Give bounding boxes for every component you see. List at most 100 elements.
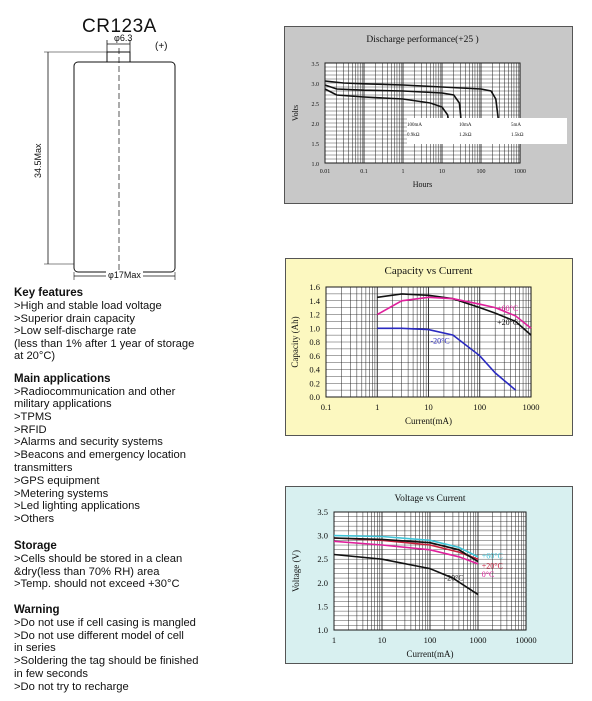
x-tick-label: 10: [439, 169, 445, 175]
chart-title: Capacity vs Current: [385, 265, 473, 277]
y-tick-label: 3.5: [317, 507, 328, 517]
storage-line: >Temp. should not exceed +30°C: [14, 578, 180, 590]
storage-line: &dry(less than 70% RH) area: [14, 566, 160, 578]
battery-model-title: CR123A: [82, 16, 157, 37]
y-tick-label: 3.5: [312, 62, 320, 68]
series-label: +60°C: [482, 551, 503, 560]
application-line: military applications: [14, 398, 112, 410]
application-line: transmitters: [14, 462, 73, 474]
discharge-chart: Discharge performance(+25 ) 0.01 0.1 1 10 100…: [291, 34, 567, 189]
y-axis-label: Volts: [291, 105, 300, 121]
x-tick-label: 0.1: [360, 169, 368, 175]
x-tick-label: 0.1: [321, 402, 332, 412]
series-label: +20°C: [497, 318, 518, 327]
application-line: >GPS equipment: [14, 475, 100, 487]
y-tick-label: 1.0: [309, 323, 320, 333]
y-axis-label: Voltage (V): [291, 550, 301, 592]
y-tick-label: 1.2: [309, 310, 320, 320]
application-line: >Metering systems: [14, 488, 109, 500]
legend-current: 5mA: [511, 123, 521, 128]
x-tick-label: 1000: [514, 169, 526, 175]
x-tick-label: 0.01: [320, 169, 331, 175]
series-line: [377, 327, 517, 391]
application-line: >Led lighting applications: [14, 500, 140, 512]
series-line: [333, 540, 479, 565]
storage-line: >Cells should be stored in a clean: [14, 553, 183, 565]
key-features-line: at 20°C): [14, 350, 56, 362]
x-tick-label: 1: [402, 169, 405, 175]
top-diameter-label: φ6.3: [114, 33, 133, 43]
x-tick-label: 1: [332, 635, 336, 645]
legend-resistance: 1.5kΩ: [511, 133, 524, 138]
y-tick-label: 0.4: [309, 365, 320, 375]
warning-line: >Do not try to recharge: [14, 681, 129, 693]
application-line: >TPMS: [14, 411, 52, 423]
series-label: +20°C: [482, 562, 503, 571]
x-tick-label: 10: [424, 402, 433, 412]
polarity-label: (+): [155, 41, 168, 52]
x-tick-label: 100: [477, 169, 486, 175]
y-tick-label: 2.5: [312, 102, 320, 108]
y-tick-label: 2.5: [317, 554, 328, 564]
height-label: 34.5Max: [33, 143, 43, 178]
x-tick-label: 100: [473, 402, 486, 412]
warning-title: Warning: [14, 604, 60, 616]
x-tick-label: 1: [375, 402, 379, 412]
y-tick-label: 0.6: [309, 351, 320, 361]
y-tick-label: 0.0: [309, 392, 320, 402]
series-line: [324, 80, 501, 132]
x-tick-label: 1000: [470, 635, 487, 645]
application-line: >Alarms and security systems: [14, 436, 163, 448]
diameter-label: φ17Max: [106, 270, 143, 280]
capacity-chart: Capacity vs Current 0.1 1 10 100 1000 0.0 0.2 0.…: [290, 265, 540, 426]
main-applications-title: Main applications: [14, 373, 111, 385]
x-tick-label: 100: [424, 635, 437, 645]
key-features-title: Key features: [14, 287, 84, 299]
application-line: >RFID: [14, 424, 47, 436]
series-label: 0°C: [482, 570, 495, 579]
y-tick-label: 1.5: [317, 601, 328, 611]
y-tick-label: 1.6: [309, 282, 320, 292]
chart-title: Discharge performance(+25 ): [366, 34, 478, 45]
y-tick-label: 3.0: [317, 531, 328, 541]
warning-line: >Do not use different model of cell: [14, 630, 184, 642]
series-label: -20°C: [444, 573, 463, 582]
series-line: [377, 293, 532, 336]
key-features-line: >High and stable load voltage: [14, 300, 162, 312]
series-line: [324, 84, 463, 132]
plot-area: [324, 62, 521, 164]
legend-resistance: 0.9kΩ: [407, 133, 420, 138]
chart-title: Voltage vs Current: [394, 494, 465, 504]
series-label: -20°C: [431, 336, 450, 345]
y-tick-label: 3.0: [312, 82, 320, 88]
series-line: [376, 296, 532, 329]
discharge-chart-panel: Discharge performance(+25 ) 0.01 0.1 1 10 100…: [284, 26, 573, 204]
warning-line: in series: [14, 642, 56, 654]
capacity-chart-panel: Capacity vs Current 0.1 1 10 100 1000 0.0 0.2 0.…: [285, 258, 573, 436]
legend-current: 10mA: [459, 123, 472, 128]
x-axis-label: Current(mA): [407, 649, 454, 659]
y-tick-label: 0.8: [309, 337, 320, 347]
warning-line: >Soldering the tag should be finished: [14, 655, 199, 667]
legend-resistance: 1.2kΩ: [459, 133, 472, 138]
chart-legend: 100mA 0.9kΩ 10mA 1.2kΩ 5mA 1.5kΩ: [407, 118, 567, 144]
storage-title: Storage: [14, 540, 57, 552]
legend-current: 100mA: [407, 123, 422, 128]
application-line: >Others: [14, 513, 55, 525]
legend-box: [407, 118, 567, 144]
y-tick-label: 1.0: [317, 625, 328, 635]
warning-line: in few seconds: [14, 668, 89, 680]
x-tick-label: 10000: [515, 635, 536, 645]
battery-drawing: [44, 40, 176, 280]
y-tick-label: 1.5: [312, 142, 320, 148]
key-features-line: >Low self-discharge rate: [14, 325, 137, 337]
x-tick-label: 1000: [523, 402, 540, 412]
series-line: [333, 534, 479, 558]
x-tick-label: 10: [378, 635, 387, 645]
application-line: >Radiocommunication and other: [14, 386, 176, 398]
y-tick-label: 2.0: [312, 122, 320, 128]
y-tick-label: 1.0: [312, 162, 320, 168]
series-line: [333, 553, 479, 596]
voltage-chart: Voltage vs Current 1 10 100 1000 10000 1.0 1.5 2…: [291, 494, 537, 659]
key-features-line: >Superior drain capacity: [14, 313, 135, 325]
